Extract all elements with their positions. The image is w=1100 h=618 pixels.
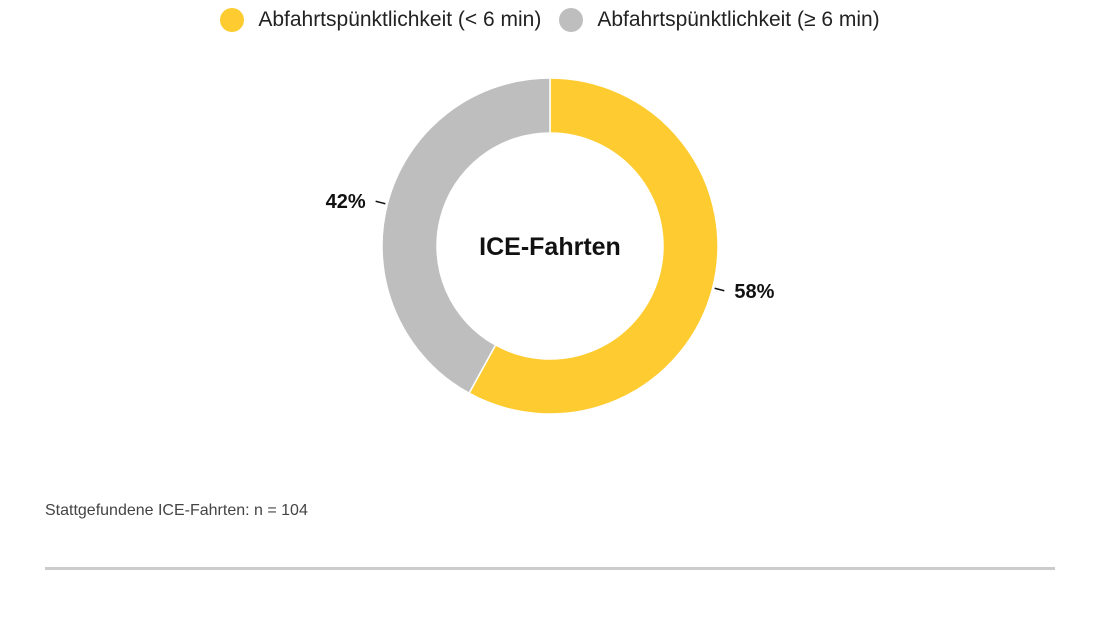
slice-label-0: 58% (734, 281, 774, 303)
donut-chart: 58% 42% ICE-Fahrten (326, 77, 775, 415)
divider-line (45, 567, 1055, 570)
legend-item-punctual: Abfahrtspünktlichkeit (< 6 min) (220, 8, 541, 32)
donut-center-label: ICE-Fahrten (479, 233, 621, 261)
slice-label-1: 42% (326, 191, 366, 213)
donut-slice-0 (468, 77, 719, 415)
slice-leader-line-1 (375, 200, 386, 205)
slice-leader-line-0 (714, 287, 725, 292)
legend-label-delayed: Abfahrtspünktlichkeit (≥ 6 min) (597, 8, 880, 31)
sample-size-note: Stattgefundene ICE-Fahrten: n = 104 (45, 502, 308, 519)
legend-item-delayed: Abfahrtspünktlichkeit (≥ 6 min) (559, 8, 880, 32)
donut-slice-1 (381, 77, 551, 395)
chart-legend: Abfahrtspünktlichkeit (< 6 min) Abfahrts… (0, 4, 1100, 36)
legend-swatch-punctual (220, 8, 245, 32)
legend-label-punctual: Abfahrtspünktlichkeit (< 6 min) (258, 8, 542, 31)
legend-swatch-delayed (559, 8, 584, 32)
